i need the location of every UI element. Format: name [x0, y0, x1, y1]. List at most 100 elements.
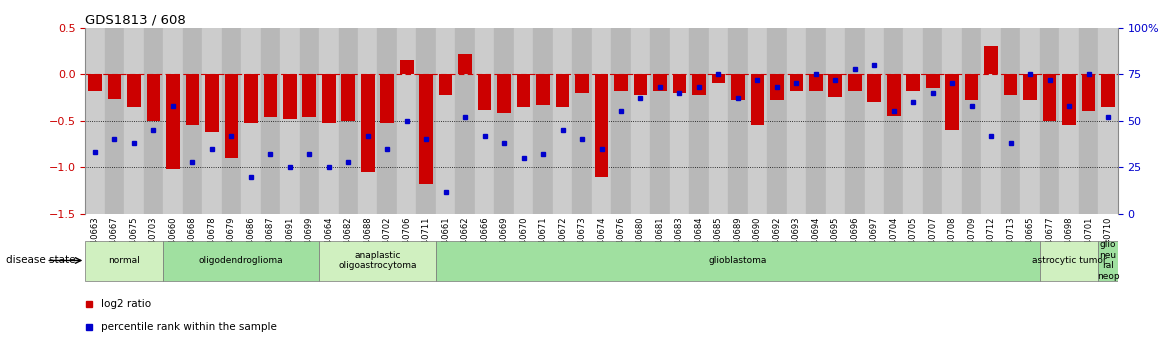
Bar	[322, 74, 335, 122]
Bar	[828, 74, 842, 97]
Bar	[85, 28, 105, 214]
Bar	[1101, 74, 1114, 107]
Bar	[202, 28, 222, 214]
Bar	[341, 74, 355, 121]
Bar	[124, 28, 144, 214]
Bar	[689, 28, 709, 214]
Bar	[653, 74, 667, 91]
Bar	[244, 74, 258, 122]
Bar	[359, 28, 377, 214]
Bar	[693, 74, 705, 95]
Bar	[592, 28, 611, 214]
FancyBboxPatch shape	[319, 241, 436, 281]
Bar	[299, 28, 319, 214]
Bar	[456, 28, 475, 214]
FancyBboxPatch shape	[436, 241, 1040, 281]
Bar	[478, 74, 492, 110]
Bar	[673, 74, 687, 93]
Bar	[105, 28, 124, 214]
Bar	[514, 28, 534, 214]
Bar	[381, 74, 394, 122]
Bar	[575, 74, 589, 93]
Bar	[770, 74, 784, 100]
Bar	[206, 74, 218, 132]
Text: disease state: disease state	[6, 256, 76, 265]
Bar	[1023, 74, 1037, 100]
Bar	[1059, 28, 1079, 214]
Bar	[1021, 28, 1040, 214]
Bar	[868, 74, 881, 102]
FancyBboxPatch shape	[85, 241, 164, 281]
Bar	[182, 28, 202, 214]
Bar	[669, 28, 689, 214]
Bar	[728, 28, 748, 214]
Bar	[981, 28, 1001, 214]
Bar	[595, 74, 609, 177]
Bar	[498, 74, 510, 113]
Bar	[711, 74, 725, 83]
Bar	[731, 74, 745, 100]
Bar	[303, 74, 317, 117]
Text: GDS1813 / 608: GDS1813 / 608	[85, 13, 186, 27]
Bar	[436, 28, 456, 214]
Bar	[709, 28, 728, 214]
Bar	[826, 28, 844, 214]
Bar	[417, 28, 436, 214]
Bar	[186, 74, 200, 125]
Bar	[516, 74, 530, 107]
Bar	[241, 28, 260, 214]
Bar	[399, 60, 413, 74]
Bar	[1003, 74, 1017, 95]
Bar	[748, 28, 767, 214]
Bar	[1001, 28, 1021, 214]
Bar	[943, 28, 962, 214]
Text: normal: normal	[109, 256, 140, 265]
Bar	[419, 74, 433, 184]
Bar	[786, 28, 806, 214]
Bar	[614, 74, 628, 91]
Bar	[923, 28, 943, 214]
Bar	[224, 74, 238, 158]
Bar	[458, 54, 472, 74]
Bar	[906, 74, 920, 91]
Bar	[884, 28, 904, 214]
Bar	[844, 28, 864, 214]
FancyBboxPatch shape	[1040, 241, 1098, 281]
Bar	[397, 28, 417, 214]
Bar	[926, 74, 939, 88]
Bar	[790, 74, 804, 91]
Bar	[260, 28, 280, 214]
Bar	[222, 28, 241, 214]
Text: percentile rank within the sample: percentile rank within the sample	[100, 322, 277, 332]
Bar	[494, 28, 514, 214]
Bar	[1098, 28, 1118, 214]
FancyBboxPatch shape	[1098, 241, 1118, 281]
Bar	[166, 74, 180, 169]
Bar	[536, 74, 550, 105]
Bar	[339, 28, 359, 214]
Bar	[1043, 74, 1056, 121]
Bar	[377, 28, 397, 214]
Bar	[985, 46, 997, 74]
Bar	[552, 28, 572, 214]
Bar	[965, 74, 979, 100]
Bar	[1082, 74, 1096, 111]
Bar	[439, 74, 452, 95]
Bar	[144, 28, 164, 214]
Text: astrocytic tumor: astrocytic tumor	[1031, 256, 1106, 265]
Bar	[264, 74, 277, 117]
Bar	[809, 74, 822, 91]
Bar	[164, 28, 182, 214]
Bar	[751, 74, 764, 125]
Bar	[1079, 28, 1098, 214]
Bar	[572, 28, 592, 214]
Bar	[631, 28, 651, 214]
Text: log2 ratio: log2 ratio	[100, 299, 151, 309]
Bar	[962, 28, 981, 214]
Bar	[107, 74, 121, 99]
Bar	[127, 74, 141, 107]
Bar	[887, 74, 901, 116]
Bar	[634, 74, 647, 95]
Text: glio
neu
ral
neop: glio neu ral neop	[1097, 240, 1119, 280]
Bar	[848, 74, 862, 91]
